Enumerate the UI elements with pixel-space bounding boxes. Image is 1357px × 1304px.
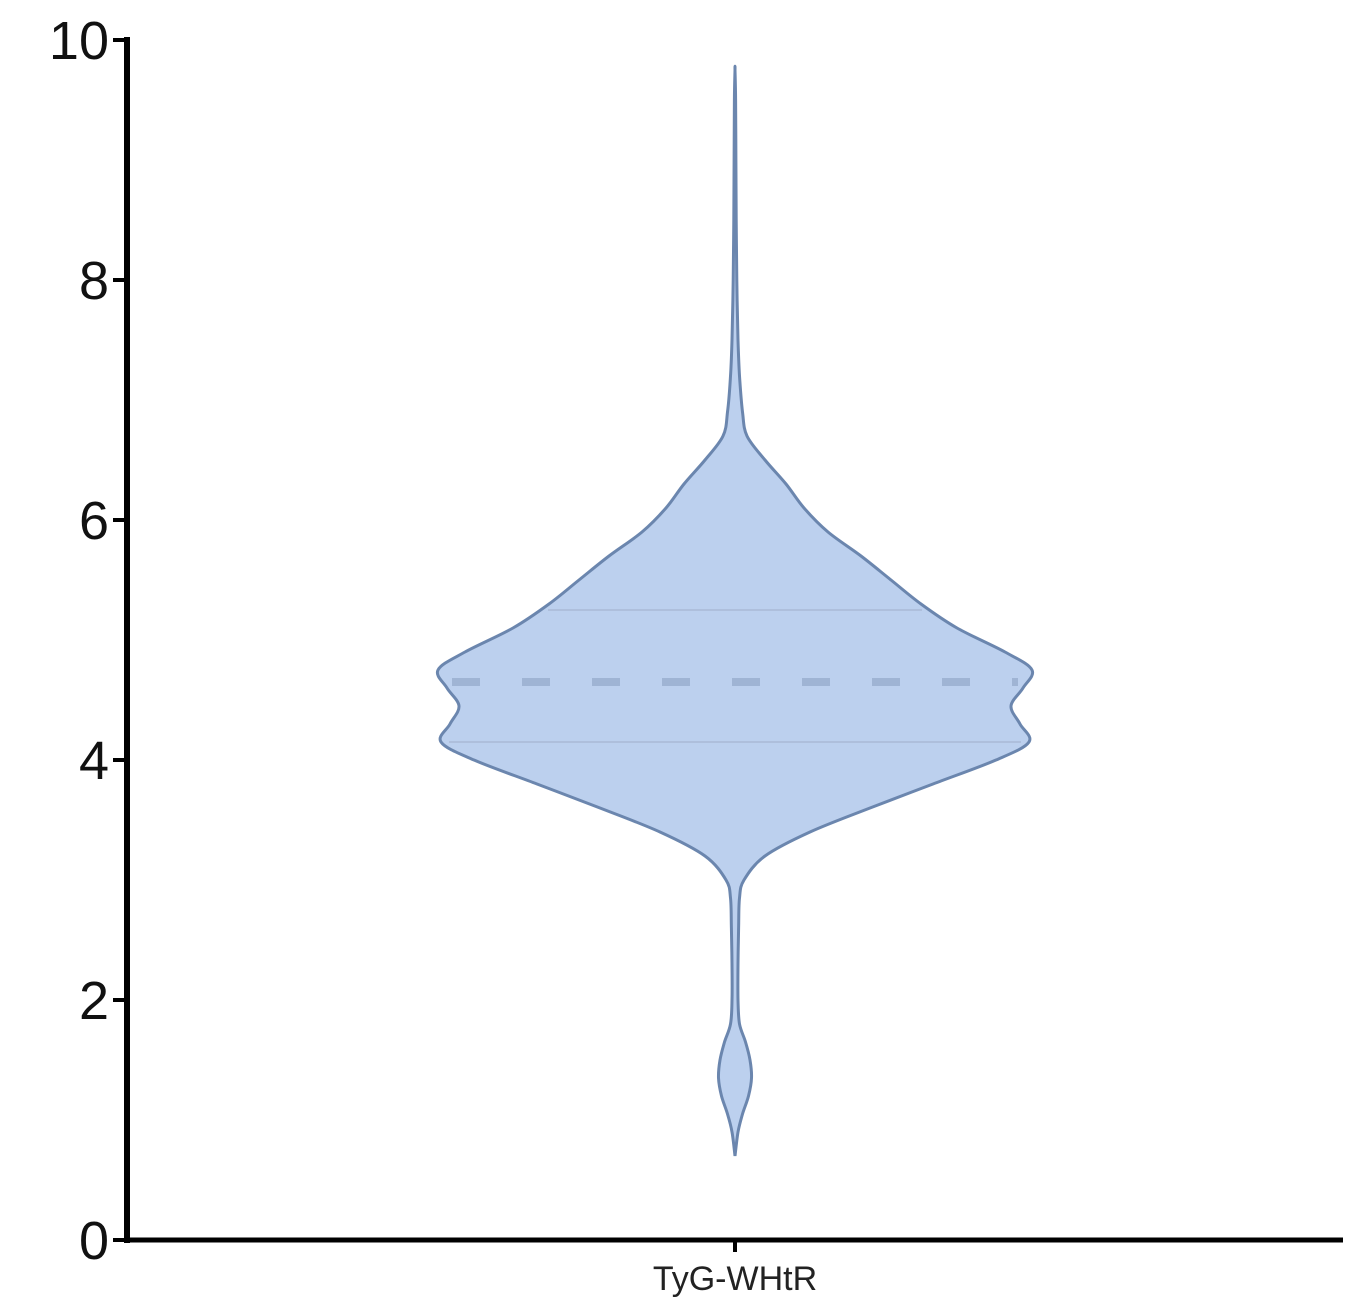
y-tick-label: 0 xyxy=(79,1211,109,1271)
y-axis: 0 2 4 6 8 10 xyxy=(49,11,130,1271)
y-tick-label: 4 xyxy=(79,731,109,791)
x-tick-label: TyG-WHtR xyxy=(653,1260,817,1298)
violin-body-tyg-whtr xyxy=(435,64,1035,1157)
x-axis: TyG-WHtR xyxy=(124,1237,1343,1298)
y-tick-label: 8 xyxy=(79,251,109,311)
plot-area xyxy=(435,64,1035,1157)
y-tick-label: 10 xyxy=(49,11,109,71)
y-tick-label: 2 xyxy=(79,971,109,1031)
y-tick-label: 6 xyxy=(79,491,109,551)
